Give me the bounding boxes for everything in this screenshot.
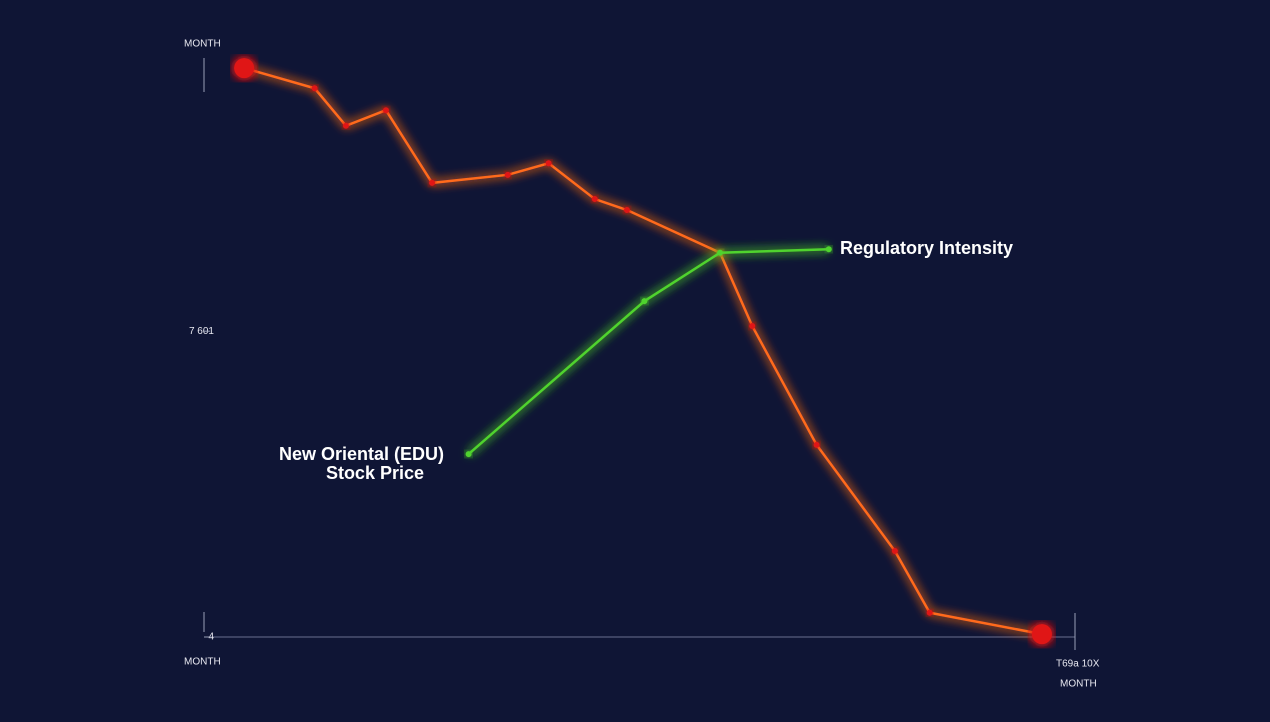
point	[311, 85, 318, 92]
point	[1031, 624, 1052, 645]
point	[926, 609, 933, 616]
point	[749, 322, 756, 329]
point	[504, 171, 511, 178]
point	[591, 196, 598, 203]
x-axis-label: MONTH	[184, 657, 221, 668]
point	[813, 441, 820, 448]
point	[641, 298, 648, 305]
point	[825, 246, 832, 253]
point	[429, 179, 436, 186]
point	[545, 160, 552, 167]
line	[467, 248, 829, 456]
annotation: Regulatory Intensity	[840, 238, 1013, 258]
point	[465, 451, 472, 458]
annotation: Stock Price	[326, 463, 424, 483]
y-tick-label: 4	[208, 632, 214, 643]
point	[891, 548, 898, 555]
y-axis-label: MONTH	[184, 39, 221, 50]
point	[382, 107, 389, 114]
y-tick-label: 7 601	[189, 326, 214, 337]
point	[623, 207, 630, 214]
annotation: New Oriental (EDU)	[279, 444, 444, 464]
point	[717, 249, 724, 256]
point	[234, 58, 255, 79]
annotation: T69a 10X	[1056, 659, 1100, 670]
annotation: MONTH	[1060, 679, 1097, 690]
point	[342, 122, 349, 129]
